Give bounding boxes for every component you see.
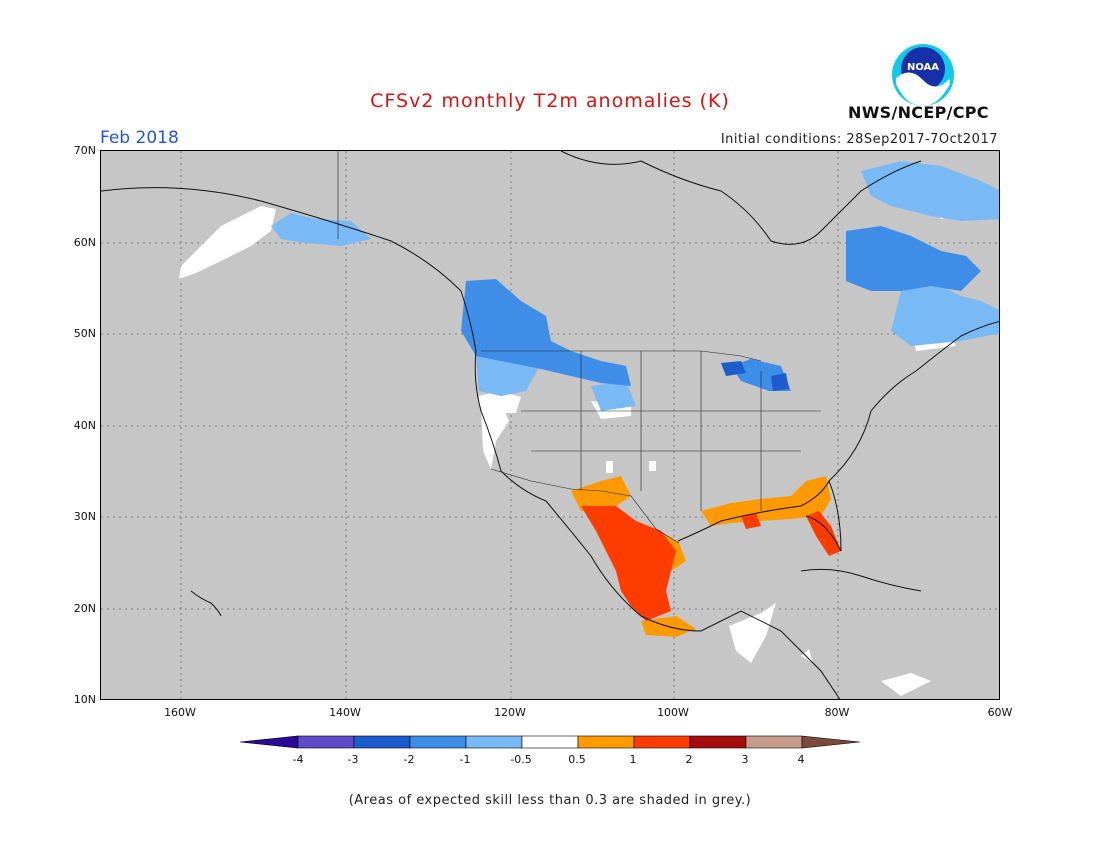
colorbar-segment (409, 735, 467, 749)
colorbar-label: -3 (347, 753, 359, 766)
colorbar-segment (745, 735, 803, 749)
lon-label: 100W (657, 706, 689, 719)
lat-label: 20N (73, 602, 96, 615)
skill-footnote: (Areas of expected skill less than 0.3 a… (348, 793, 752, 808)
colorbar-segment (297, 735, 355, 749)
colorbar: -4 -3 -2 -1 -0.5 0.5 1 2 3 4 (239, 733, 861, 773)
lon-label: 60W (987, 706, 1013, 719)
initial-conditions: Initial conditions: 28Sep2017-7Oct2017 (720, 132, 998, 147)
colorbar-label: -1 (459, 753, 471, 766)
colorbar-label: -4 (292, 753, 304, 766)
agency-label: NWS/NCEP/CPC (848, 103, 989, 122)
lat-label: 60N (73, 236, 96, 249)
political-borders (337, 151, 821, 544)
coastlines (101, 151, 999, 699)
lat-label: 40N (73, 419, 96, 432)
colorbar-segment (633, 735, 691, 749)
lat-label: 30N (73, 510, 96, 523)
colorbar-label: 1 (629, 753, 637, 766)
strong-warm-anomaly-areas (581, 506, 841, 621)
colorbar-segment (577, 735, 635, 749)
colorbar-segment (689, 735, 747, 749)
colorbar-svg (239, 735, 861, 749)
lat-label: 70N (73, 144, 96, 157)
colorbar-arrow-high (801, 735, 861, 749)
colorbar-label: 2 (685, 753, 693, 766)
colorbar-label: -2 (403, 753, 415, 766)
lat-label: 50N (73, 327, 96, 340)
forecast-period: Feb 2018 (100, 128, 179, 148)
lon-label: 120W (494, 706, 526, 719)
lon-label: 160W (164, 706, 196, 719)
noaa-logo: NOAA (888, 40, 958, 110)
colorbar-arrow-low (239, 735, 299, 749)
anomaly-map (100, 150, 1000, 700)
map-canvas (101, 151, 999, 699)
colorbar-label: 3 (741, 753, 749, 766)
lat-label: 10N (73, 693, 96, 706)
lon-label: 140W (329, 706, 361, 719)
colorbar-segment (465, 735, 523, 749)
map-title: CFSv2 monthly T2m anomalies (K) (370, 90, 730, 112)
colorbar-label: 4 (797, 753, 805, 766)
logo-text: NOAA (907, 62, 939, 73)
colorbar-segment (353, 735, 411, 749)
strong-cold-anomaly-areas (721, 361, 789, 391)
colorbar-label: -0.5 (510, 753, 532, 766)
lon-label: 80W (824, 706, 850, 719)
colorbar-segment (521, 735, 579, 749)
colorbar-label: 0.5 (568, 753, 586, 766)
